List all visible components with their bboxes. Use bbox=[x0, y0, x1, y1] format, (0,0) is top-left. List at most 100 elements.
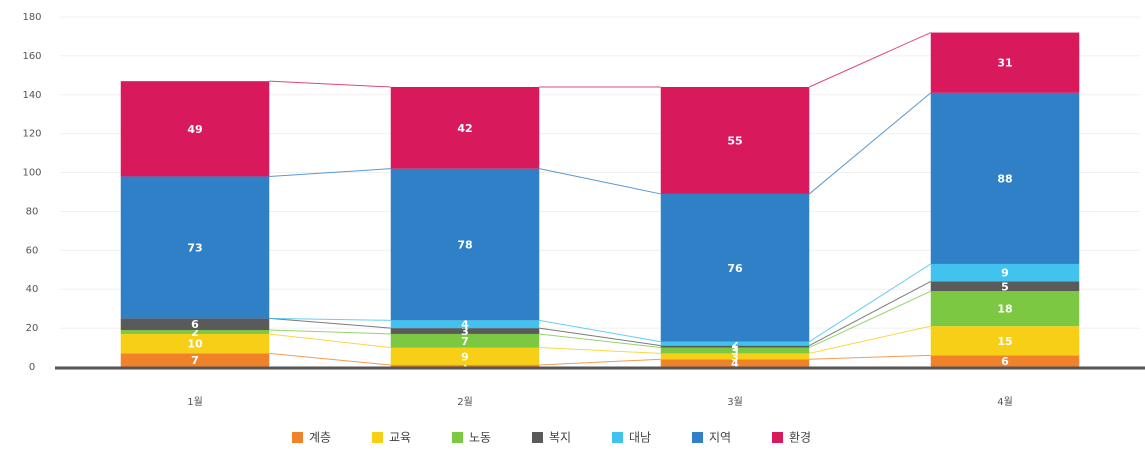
value-label: 6 bbox=[191, 318, 199, 331]
connector-line bbox=[269, 329, 391, 335]
y-tick-label: 60 bbox=[26, 245, 39, 256]
x-tick-label: 3월 bbox=[727, 396, 743, 408]
y-tick-label: 20 bbox=[26, 323, 39, 334]
y-tick-label: 0 bbox=[29, 362, 35, 373]
bar-segment bbox=[390, 168, 540, 321]
bar-segment bbox=[660, 87, 810, 194]
legend-swatch bbox=[612, 432, 623, 443]
legend-label: 지역 bbox=[709, 431, 731, 445]
legend-swatch bbox=[772, 432, 783, 443]
legend-label: 복지 bbox=[549, 431, 571, 445]
bar-segment bbox=[390, 347, 540, 366]
connector-line bbox=[808, 92, 932, 195]
bar-segment bbox=[660, 347, 810, 354]
bar-segment bbox=[660, 359, 810, 367]
connector-line bbox=[809, 281, 931, 347]
bar-segment bbox=[660, 341, 810, 346]
connector-line bbox=[269, 317, 391, 329]
bar-segment bbox=[930, 355, 1080, 367]
x-tick-label: 4월 bbox=[997, 396, 1013, 408]
y-tick-label: 140 bbox=[22, 90, 41, 101]
value-label: 4 bbox=[461, 318, 469, 331]
value-label: 18 bbox=[997, 303, 1012, 316]
bar-segment bbox=[120, 333, 270, 354]
value-label: 31 bbox=[997, 57, 1012, 70]
connector-line bbox=[539, 358, 661, 366]
value-label: 15 bbox=[997, 335, 1012, 348]
connector-line bbox=[269, 80, 391, 88]
value-label: 3 bbox=[731, 350, 739, 363]
value-label: 2 bbox=[731, 338, 739, 351]
value-label: 9 bbox=[461, 350, 469, 363]
connector-line bbox=[539, 333, 661, 349]
value-label: 42 bbox=[457, 122, 472, 135]
value-label: 7 bbox=[191, 354, 199, 367]
connector-line bbox=[809, 32, 931, 88]
legend-swatch bbox=[372, 432, 383, 443]
x-tick-label: 1월 bbox=[187, 396, 203, 408]
y-tick-label: 180 bbox=[22, 12, 41, 23]
y-tick-label: 100 bbox=[22, 168, 41, 179]
legend-label: 교육 bbox=[389, 431, 411, 445]
value-label: 73 bbox=[187, 241, 202, 254]
bar-segment bbox=[120, 81, 270, 177]
legend-swatch bbox=[452, 432, 463, 443]
bar-segment bbox=[120, 318, 270, 331]
connector-line bbox=[539, 327, 661, 347]
bar-segment bbox=[930, 263, 1080, 282]
connector-line bbox=[269, 168, 391, 177]
bar-segment bbox=[390, 87, 540, 169]
value-label: 3 bbox=[461, 325, 469, 338]
value-label: 9 bbox=[1001, 267, 1009, 280]
y-tick-label: 120 bbox=[22, 129, 41, 140]
y-tick-label: 40 bbox=[26, 284, 39, 295]
connector-line bbox=[808, 263, 932, 343]
y-tick-label: 160 bbox=[22, 51, 41, 62]
y-tick-label: 80 bbox=[26, 206, 39, 217]
connector-line bbox=[539, 319, 661, 343]
bar-segment bbox=[120, 176, 270, 319]
legend-label: 환경 bbox=[789, 431, 811, 445]
legend-swatch bbox=[532, 432, 543, 443]
bar-segment bbox=[660, 345, 810, 348]
bar-segment bbox=[390, 333, 540, 348]
value-label: 2 bbox=[191, 326, 199, 339]
connector-line bbox=[809, 325, 931, 354]
value-label: 55 bbox=[727, 134, 742, 147]
bar-segment bbox=[930, 291, 1080, 327]
value-label: 5 bbox=[1001, 280, 1009, 293]
connector-line bbox=[809, 290, 931, 349]
connector-line bbox=[809, 354, 931, 360]
bar-segment bbox=[660, 353, 810, 360]
value-label: 76 bbox=[727, 262, 743, 275]
bar-segment bbox=[930, 281, 1080, 292]
bar-segment bbox=[660, 193, 810, 342]
legend-label: 노동 bbox=[469, 431, 491, 445]
value-label: 88 bbox=[997, 172, 1012, 185]
value-label: 1 bbox=[731, 341, 739, 354]
x-tick-label: 2월 bbox=[457, 396, 473, 408]
value-label: 78 bbox=[457, 239, 472, 252]
legend-swatch bbox=[692, 432, 703, 443]
connector-line bbox=[539, 347, 661, 354]
bar-segment bbox=[390, 328, 540, 334]
bar-segment bbox=[390, 320, 540, 329]
connector-line bbox=[269, 352, 391, 366]
legend-label: 대남 bbox=[629, 431, 651, 445]
bar-segment bbox=[930, 326, 1080, 356]
connector-line bbox=[269, 317, 391, 321]
connector-line bbox=[539, 168, 661, 195]
value-label: 7 bbox=[461, 335, 469, 348]
connector-line bbox=[269, 333, 391, 349]
value-label: 4 bbox=[731, 357, 739, 370]
bar-segment bbox=[930, 92, 1080, 264]
bar-segment bbox=[120, 353, 270, 367]
value-label: 10 bbox=[187, 338, 203, 351]
value-label: 6 bbox=[1001, 355, 1009, 368]
legend-swatch bbox=[292, 432, 303, 443]
value-label: 49 bbox=[187, 123, 202, 136]
legend-label: 계층 bbox=[309, 431, 331, 445]
value-label: 3 bbox=[731, 344, 739, 357]
bar-segment bbox=[930, 32, 1080, 93]
